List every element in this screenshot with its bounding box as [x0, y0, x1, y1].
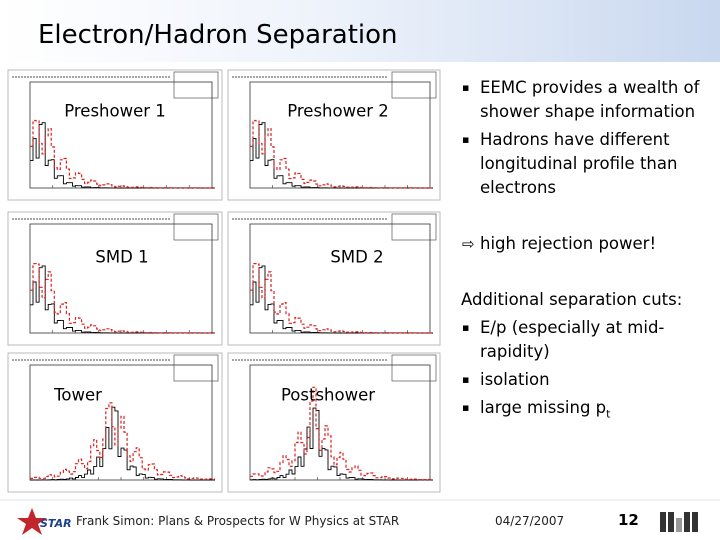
stats-box: [391, 354, 437, 382]
cuts-title: Additional separation cuts:: [461, 288, 682, 312]
panel-label: Preshower 2: [287, 102, 389, 121]
mit-logo-bar: [676, 518, 682, 532]
histogram-electron: [30, 119, 215, 189]
mit-logo-bar: [684, 512, 690, 532]
bullet-item: ▪ large missing pt: [462, 396, 611, 426]
panel-label: Preshower 1: [64, 102, 166, 121]
bullet-item: ▪ E/p (especially at mid-rapidity): [462, 316, 665, 364]
conclusion: ⇨ high rejection power!: [462, 232, 657, 256]
subscript: t: [606, 407, 611, 421]
histogram-electron: [30, 402, 215, 480]
stats-box: [391, 213, 437, 241]
histogram-electron: [250, 119, 433, 189]
histogram-electron: [30, 263, 215, 334]
bullet-line: electrons: [480, 178, 556, 197]
star-logo: [17, 508, 47, 535]
cuts-title-text: Additional separation cuts:: [461, 290, 683, 309]
stats-box: [391, 71, 437, 99]
footer-author: Frank Simon: Plans & Prospects for W Phy…: [76, 514, 400, 528]
panel-label: Tower: [53, 386, 102, 405]
panel-label: SMD 2: [330, 248, 383, 267]
mit-logo-bar: [660, 512, 666, 532]
bullet-item: ▪ isolation: [462, 368, 550, 392]
bullet-line: large missing pt: [480, 398, 611, 421]
histogram-electron: [250, 263, 433, 334]
stats-box: [173, 213, 219, 241]
panel-label: Postshower: [281, 386, 375, 405]
conclusion-text: high rejection power!: [480, 234, 657, 253]
bullet-line: shower shape information: [480, 102, 696, 121]
stats-box: [173, 71, 219, 99]
bullet-item: ▪ Hadrons have different longitudinal prof…: [462, 128, 678, 200]
slide-title: Electron/Hadron Separation: [38, 20, 398, 50]
bullet-line: EEMC provides a wealth of: [480, 78, 700, 97]
mit-logo-bar: [668, 512, 674, 532]
logo-text: STAR: [40, 517, 72, 530]
bullet-marker: ▪: [462, 133, 470, 146]
bullet-line: isolation: [480, 370, 550, 389]
bullet-line: Hadrons have different: [480, 130, 670, 149]
panel-label: SMD 1: [95, 248, 148, 267]
histogram-hadron: [30, 265, 215, 334]
bullet-line: longitudinal profile than: [480, 154, 678, 173]
bullet-marker: ▪: [462, 373, 470, 386]
bullet-marker: ▪: [462, 401, 470, 414]
arrow: ⇨: [462, 235, 475, 253]
bullet-line: E/p (especially at mid-: [480, 318, 665, 337]
title-bar: [0, 0, 720, 62]
histogram-hadron: [250, 407, 433, 481]
histogram-hadron: [30, 122, 215, 189]
mit-logo-bar: [692, 512, 698, 532]
bullet-line: rapidity): [480, 342, 550, 361]
histogram-electron: [250, 386, 433, 481]
bullet-marker: ▪: [462, 321, 470, 334]
bullet-marker: ▪: [462, 81, 470, 94]
stats-box: [173, 354, 219, 382]
bullet-item: ▪ EEMC provides a wealth of shower shape i…: [462, 76, 700, 124]
footer-page: 12: [618, 511, 639, 529]
histogram-hadron: [30, 406, 215, 481]
footer-date: 04/27/2007: [495, 514, 565, 528]
